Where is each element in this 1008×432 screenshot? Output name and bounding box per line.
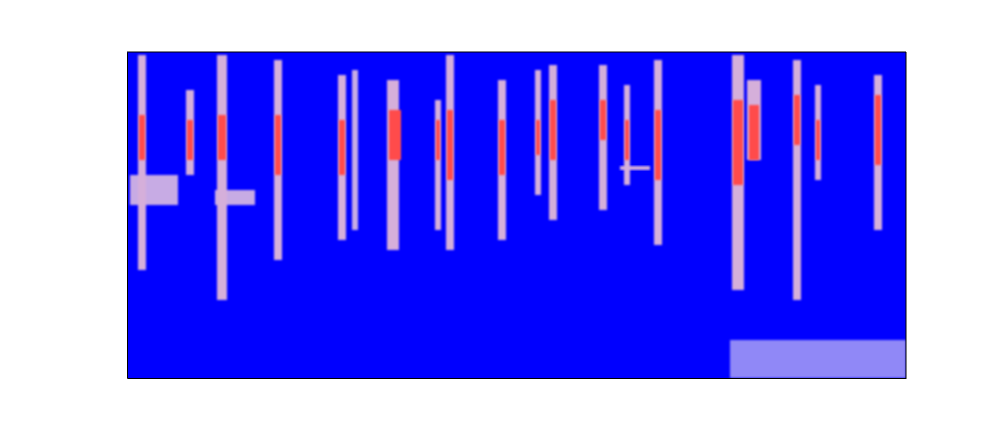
cell [499,120,505,175]
cell [816,120,820,160]
cell [655,110,661,180]
background [127,52,906,378]
cell [874,75,882,230]
cell [186,90,194,175]
cell [138,55,146,270]
axis-line [128,378,907,379]
cell [130,175,178,205]
cell [436,120,440,160]
chart [0,0,1008,432]
x-axis [128,378,907,379]
cell [535,70,541,195]
plot-area [127,52,906,378]
cell [749,105,759,160]
cell [875,95,881,165]
cell [625,120,629,160]
y-axis [127,53,128,379]
frame [127,52,906,53]
axis-line [127,53,128,379]
cell [600,100,606,140]
cell [217,55,227,300]
cell [794,95,800,145]
cell [599,65,607,210]
cell [498,80,506,240]
cell [446,55,454,250]
cell [218,115,226,160]
cell [732,55,744,290]
frame [906,52,907,378]
cell [274,60,282,260]
cell [733,100,743,185]
cell [389,110,401,160]
cell [815,85,821,180]
cell [730,340,906,378]
cell [387,80,399,250]
cell [435,100,441,230]
cell [352,70,358,230]
cell [187,120,193,160]
cell [447,110,453,180]
cell [793,60,801,300]
cell [549,65,557,220]
cell [139,115,145,160]
cell [747,80,761,160]
cell [338,75,346,240]
cell [624,85,630,185]
cell [275,115,281,175]
cell [536,120,540,155]
cell [339,120,345,175]
cell [654,60,662,245]
cell [550,100,556,160]
